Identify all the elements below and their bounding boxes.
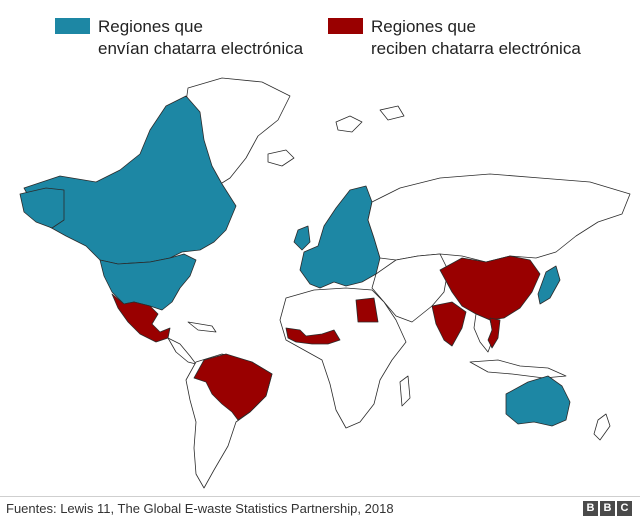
region-mexico <box>111 293 171 343</box>
world-map-svg <box>19 77 631 489</box>
region-caribbean <box>187 321 217 333</box>
region-canada <box>23 95 237 265</box>
legend-label-receiving: Regiones que reciben chatarra electrónic… <box>371 16 581 60</box>
region-iceland <box>267 149 295 167</box>
region-british-isles <box>293 225 311 251</box>
region-egypt <box>355 297 379 323</box>
region-indonesia <box>469 359 567 379</box>
region-arctic-islands <box>335 105 405 133</box>
bbc-logo-letter: B <box>583 501 598 516</box>
region-india <box>431 301 467 347</box>
legend-swatch-sending <box>55 18 90 34</box>
region-europe <box>299 185 381 289</box>
region-africa <box>279 287 407 429</box>
region-brazil <box>193 353 273 421</box>
legend-label-sending-line2: envían chatarra electrónica <box>98 39 304 58</box>
legend-label-sending: Regiones que envían chatarra electrónica <box>98 16 303 60</box>
bbc-logo-letter: C <box>617 501 632 516</box>
region-alaska <box>19 187 65 229</box>
region-united-states <box>99 253 197 311</box>
map-legend: Regiones que envían chatarra electrónica… <box>0 16 640 66</box>
region-madagascar <box>399 375 411 407</box>
bbc-logo-letter: B <box>600 501 615 516</box>
legend-label-receiving-line1: Regiones que <box>371 17 476 36</box>
region-australia <box>505 375 571 427</box>
bbc-logo: B B C <box>583 501 632 516</box>
region-central-america <box>167 337 197 365</box>
legend-swatch-receiving <box>328 18 363 34</box>
region-china <box>439 255 541 321</box>
region-new-zealand <box>593 413 611 441</box>
legend-label-sending-line1: Regiones que <box>98 17 203 36</box>
footer: Fuentes: Lewis 11, The Global E-waste St… <box>0 496 640 521</box>
legend-item-receiving: Regiones que reciben chatarra electrónic… <box>328 16 581 60</box>
source-text: Fuentes: Lewis 11, The Global E-waste St… <box>6 501 394 516</box>
region-west-africa <box>285 327 341 345</box>
region-vietnam <box>487 317 501 349</box>
region-japan <box>537 265 561 305</box>
legend-item-sending: Regiones que envían chatarra electrónica <box>55 16 303 60</box>
region-russia <box>367 173 631 263</box>
legend-label-receiving-line2: reciben chatarra electrónica <box>371 39 581 58</box>
world-map <box>0 70 640 490</box>
